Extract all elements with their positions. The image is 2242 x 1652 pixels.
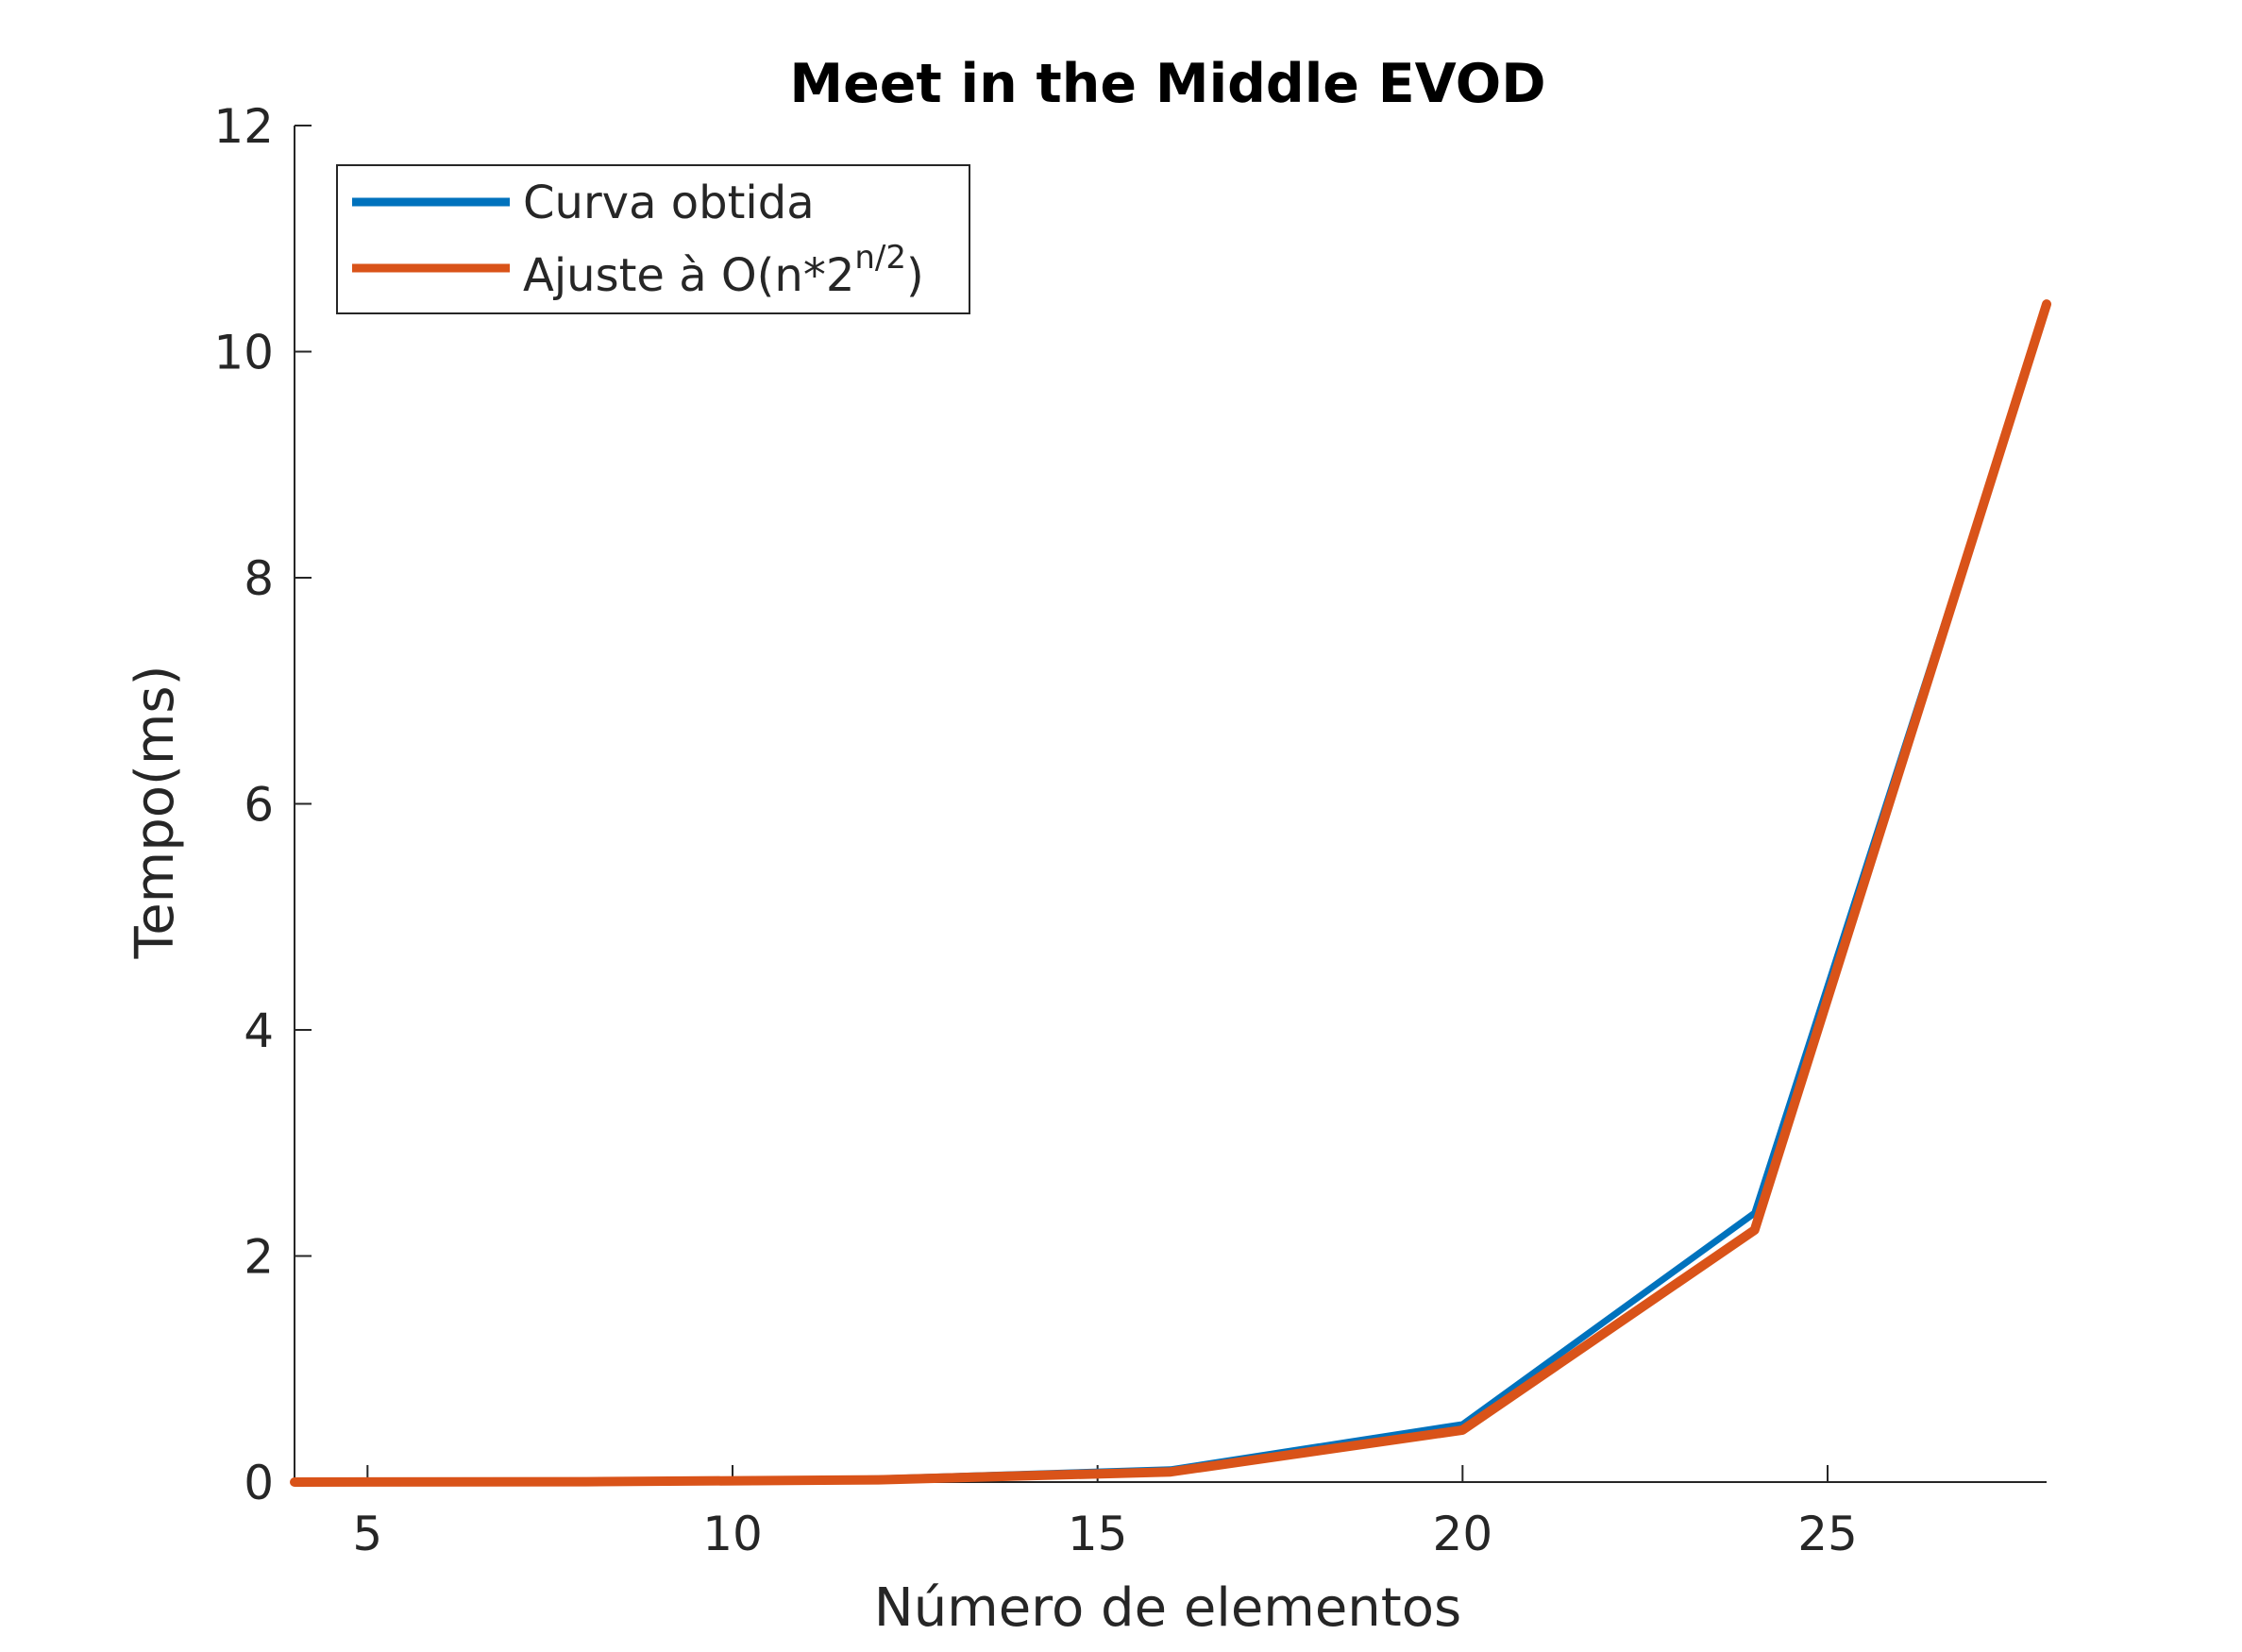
series-layer: [290, 299, 2051, 1487]
legend-label-ajuste-suffix: ): [906, 249, 924, 302]
y-axis-label: Tempo(ms): [125, 666, 186, 960]
legend-label-ajuste-superscript: n/2: [854, 239, 906, 277]
x-tick-label: 20: [1433, 1507, 1493, 1561]
y-tick-label: 4: [244, 1003, 274, 1058]
y-tick-label: 2: [244, 1230, 274, 1285]
legend: Curva obtida Ajuste à O(n*2n/2): [336, 164, 970, 314]
x-tick-label: 5: [352, 1507, 382, 1561]
x-tick-label: 10: [702, 1507, 763, 1561]
legend-label-curva-obtida: Curva obtida: [523, 177, 815, 229]
y-tick-label: 0: [244, 1456, 274, 1510]
x-tick-label: 15: [1068, 1507, 1128, 1561]
x-tick-label: 25: [1797, 1507, 1858, 1561]
series-line-1: [290, 299, 2051, 1487]
chart-title: Meet in the Middle EVOD: [789, 53, 1545, 115]
y-tick-label: 6: [244, 778, 274, 833]
y-tick-label: 8: [244, 551, 274, 606]
legend-box: [336, 164, 970, 314]
y-tick-label: 12: [213, 99, 274, 154]
y-tick-label: 10: [213, 326, 274, 380]
legend-label-ajuste-main: Ajuste à O(n*2: [523, 249, 854, 302]
axes: 0 2 4 6 8 10 12 5 10 15 20 25: [213, 99, 2047, 1561]
x-axis-label: Número de elementos: [874, 1577, 1461, 1639]
legend-label-ajuste: Ajuste à O(n*2n/2): [523, 239, 924, 302]
